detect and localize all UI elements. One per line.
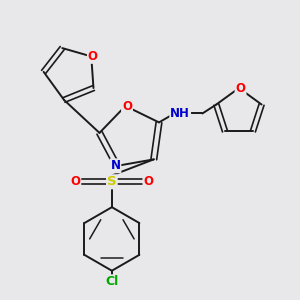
Text: O: O	[70, 175, 80, 188]
Text: O: O	[88, 50, 98, 63]
Text: N: N	[110, 159, 120, 172]
Text: O: O	[143, 175, 153, 188]
Text: O: O	[236, 82, 245, 94]
Text: O: O	[122, 100, 132, 112]
Text: S: S	[107, 175, 117, 188]
Text: NH: NH	[170, 107, 190, 120]
Text: Cl: Cl	[105, 275, 119, 288]
